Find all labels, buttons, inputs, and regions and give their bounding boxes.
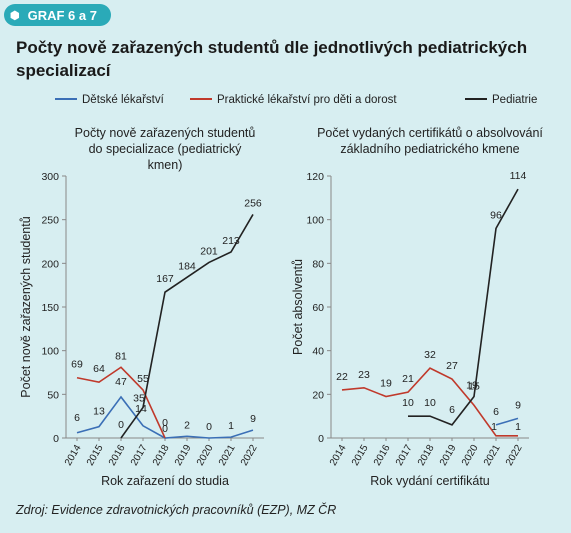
- y-tick-label: 120: [306, 171, 324, 183]
- x-tick-label: 2016: [372, 443, 393, 468]
- y-tick-label: 250: [41, 215, 59, 227]
- chart-title: základního pediatrického kmene: [340, 142, 519, 156]
- data-label: 9: [515, 399, 521, 411]
- y-tick-label: 300: [41, 171, 59, 183]
- data-label: 21: [402, 373, 414, 385]
- x-tick-label: 2021: [482, 443, 503, 468]
- data-label: 184: [178, 260, 196, 272]
- data-label: 201: [200, 245, 218, 257]
- chart-title: kmen): [148, 158, 183, 172]
- y-tick-label: 50: [47, 389, 59, 401]
- y-tick-label: 0: [53, 433, 59, 445]
- chart-1: Počty nově zařazených studentů do special…: [19, 126, 264, 488]
- data-label: 23: [358, 369, 370, 381]
- data-label: 47: [115, 376, 127, 388]
- data-label: 19: [466, 380, 478, 392]
- y-tick-label: 40: [312, 346, 324, 358]
- y-tick-label: 80: [312, 258, 324, 270]
- data-label: 256: [244, 197, 262, 209]
- series-line: [341, 367, 518, 437]
- x-tick-label: 2022: [504, 443, 525, 468]
- x-tick-label: 2015: [85, 443, 106, 468]
- data-label: 1: [515, 421, 521, 433]
- data-label: 6: [493, 406, 499, 418]
- data-label: 10: [424, 397, 436, 409]
- series-line: [76, 366, 166, 439]
- x-tick-label: 2019: [173, 443, 194, 468]
- figure-badge-label: GRAF 6 a 7: [27, 7, 97, 23]
- x-axis-title: Rok zařazení do studia: [101, 474, 229, 488]
- y-tick-label: 60: [312, 302, 324, 314]
- data-label: 19: [380, 378, 392, 390]
- figure-badge: ⬢ GRAF 6 a 7: [4, 4, 111, 26]
- data-label: 213: [222, 235, 240, 247]
- data-label: 2: [184, 419, 190, 431]
- chart-title: Počet vydaných certifikátů o absolvování: [317, 126, 543, 140]
- data-label: 6: [74, 412, 80, 424]
- data-label: 35: [133, 392, 145, 404]
- data-label: 69: [71, 359, 83, 371]
- data-label: 15: [468, 380, 480, 392]
- data-label: 1: [491, 421, 497, 433]
- chart-2: Počet vydaných certifikátů o absolvování…: [291, 126, 543, 488]
- data-label: 0: [162, 423, 168, 435]
- data-label: 1: [228, 420, 234, 432]
- data-label: 27: [446, 360, 458, 372]
- page-title: Počty nově zařazených studentů dle jedno…: [16, 38, 528, 80]
- legend-label: Pediatrie: [492, 94, 537, 106]
- x-tick-label: 2021: [217, 443, 238, 468]
- y-tick-label: 100: [306, 215, 324, 227]
- x-tick-label: 2022: [239, 443, 260, 468]
- y-axis-title: Počet nově zařazených studentů: [19, 216, 33, 397]
- data-label: 0: [118, 419, 124, 431]
- data-label: 32: [424, 349, 436, 361]
- data-label: 0: [162, 417, 168, 429]
- data-label: 10: [402, 397, 414, 409]
- x-tick-label: 2018: [416, 443, 437, 468]
- x-tick-label: 2014: [328, 443, 349, 468]
- source-note: Zdroj: Evidence zdravotnických pracovník…: [16, 503, 337, 517]
- x-tick-label: 2015: [350, 443, 371, 468]
- data-label: 114: [510, 170, 527, 182]
- data-label: 96: [490, 209, 502, 221]
- hexagon-icon: ⬢: [10, 9, 20, 22]
- y-tick-label: 0: [318, 433, 324, 445]
- x-tick-label: 2018: [151, 443, 172, 468]
- chart-title: do specializace (pediatrický: [89, 142, 243, 156]
- y-axis-title: Počet absolventů: [291, 259, 305, 355]
- x-tick-label: 2014: [63, 443, 84, 468]
- data-label: 81: [115, 350, 127, 362]
- data-label: 55: [137, 373, 149, 385]
- x-tick-label: 2019: [438, 443, 459, 468]
- x-tick-label: 2016: [107, 443, 128, 468]
- y-tick-label: 200: [41, 258, 59, 270]
- series-line: [408, 188, 519, 426]
- data-label: 167: [156, 273, 174, 285]
- data-label: 9: [250, 413, 256, 425]
- y-tick-label: 20: [312, 389, 324, 401]
- x-axis-title: Rok vydání certifikátu: [370, 474, 490, 488]
- series-line: [495, 417, 519, 426]
- y-tick-label: 100: [41, 346, 59, 358]
- chart-title: Počty nově zařazených studentů: [75, 126, 256, 140]
- legend-label: Praktické lékařství pro děti a dorost: [217, 94, 397, 106]
- legend-label: Dětské lékařství: [82, 94, 165, 106]
- x-tick-label: 2017: [394, 443, 415, 468]
- y-tick-label: 150: [41, 302, 59, 314]
- series-line: [120, 214, 254, 439]
- x-tick-label: 2020: [195, 443, 216, 468]
- data-label: 13: [93, 406, 105, 418]
- x-tick-label: 2020: [460, 443, 481, 468]
- data-label: 64: [93, 363, 105, 375]
- data-label: 0: [206, 421, 212, 433]
- data-label: 22: [336, 371, 348, 383]
- data-label: 6: [449, 404, 455, 416]
- x-tick-label: 2017: [129, 443, 150, 468]
